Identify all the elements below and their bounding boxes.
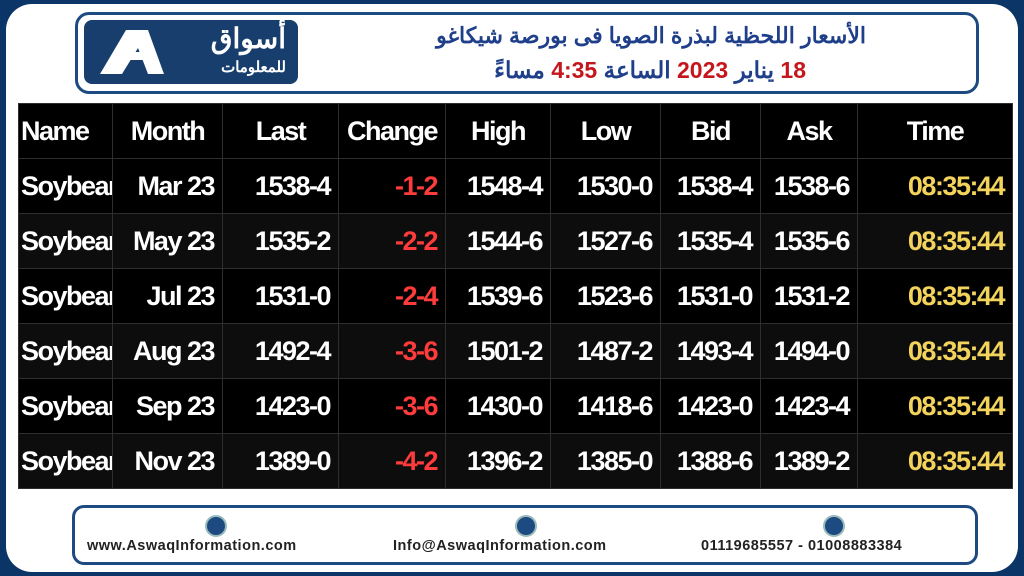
subtitle: 18 يناير 2023 الساعة 4:35 مساءً <box>494 57 806 84</box>
subtitle-part: يناير <box>734 57 775 83</box>
cell: 1389-0 <box>222 433 339 489</box>
table-row: SoybeanMar 231538-4-1-21548-41530-01538-… <box>18 158 1013 214</box>
logo-subtitle: للمعلومات <box>221 59 286 76</box>
logo-name: أسواق <box>210 23 286 54</box>
table-row: SoybeanAug 231492-4-3-61501-21487-21493-… <box>18 323 1013 379</box>
web-icon <box>205 515 227 537</box>
column-header: Last <box>222 103 339 159</box>
cell: 1385-0 <box>550 433 661 489</box>
cell: 08:35:44 <box>857 213 1013 269</box>
table-row: SoybeanJul 231531-0-2-41539-61523-61531-… <box>18 268 1013 324</box>
cell: 1544-6 <box>445 213 551 269</box>
cell: 1501-2 <box>445 323 551 379</box>
cell: Jul 23 <box>112 268 223 324</box>
cell: 1492-4 <box>222 323 339 379</box>
subtitle-part: 4:35 <box>551 57 598 83</box>
cell: 1430-0 <box>445 378 551 434</box>
cell: 1494-0 <box>760 323 858 379</box>
cell: Soybean <box>18 378 113 434</box>
cell: 1539-6 <box>445 268 551 324</box>
cell: 1538-4 <box>222 158 339 214</box>
subtitle-part: مساءً <box>494 57 545 83</box>
logo-icon <box>100 30 164 74</box>
cell: 08:35:44 <box>857 323 1013 379</box>
cell: 1535-4 <box>660 213 761 269</box>
cell: May 23 <box>112 213 223 269</box>
table-row: SoybeanNov 231389-0-4-21396-21385-01388-… <box>18 433 1013 489</box>
logo: أسواق للمعلومات <box>84 20 298 84</box>
subtitle-part: 2023 <box>677 57 729 83</box>
cell: 1530-0 <box>550 158 661 214</box>
cell: 08:35:44 <box>857 378 1013 434</box>
column-header: Change <box>338 103 446 159</box>
cell: Aug 23 <box>112 323 223 379</box>
cell: 1523-6 <box>550 268 661 324</box>
cell: 08:35:44 <box>857 158 1013 214</box>
cell: 1493-4 <box>660 323 761 379</box>
website: www.AswaqInformation.com <box>87 538 297 554</box>
price-table: Name Month Last Change High Low Bid Ask Time Soyb… <box>18 103 1013 489</box>
cell: 1535-2 <box>222 213 339 269</box>
cell: Soybean <box>18 213 113 269</box>
cell: Nov 23 <box>112 433 223 489</box>
column-header: Month <box>112 103 223 159</box>
cell: -4-2 <box>338 433 446 489</box>
cell: 1487-2 <box>550 323 661 379</box>
phone: 01119685557 - 01008883384 <box>701 538 903 554</box>
table-row: SoybeanMay 231535-2-2-21544-61527-61535-… <box>18 213 1013 269</box>
cell: 1531-0 <box>222 268 339 324</box>
cell: 08:35:44 <box>857 433 1013 489</box>
column-header: Low <box>550 103 661 159</box>
cell: 1389-2 <box>760 433 858 489</box>
cell: 1396-2 <box>445 433 551 489</box>
cell: Mar 23 <box>112 158 223 214</box>
table-row: SoybeanSep 231423-0-3-61430-01418-61423-… <box>18 378 1013 434</box>
title: الأسعار اللحظية لبذرة الصويا فى بورصة شي… <box>436 23 866 48</box>
header: أسواق للمعلومات الأسعار اللحظية لبذرة ال… <box>75 12 979 94</box>
cell: 1535-6 <box>760 213 858 269</box>
cell: Soybean <box>18 158 113 214</box>
phone-icon <box>823 515 845 537</box>
subtitle-part: الساعة <box>603 57 671 83</box>
cell: 08:35:44 <box>857 268 1013 324</box>
cell: 1418-6 <box>550 378 661 434</box>
cell: 1531-2 <box>760 268 858 324</box>
cell: -1-2 <box>338 158 446 214</box>
cell: 1388-6 <box>660 433 761 489</box>
subtitle-part: 18 <box>780 57 806 83</box>
cell: -3-6 <box>338 378 446 434</box>
cell: 1527-6 <box>550 213 661 269</box>
cell: -2-4 <box>338 268 446 324</box>
cell: -3-6 <box>338 323 446 379</box>
column-header: Bid <box>660 103 761 159</box>
cell: 1538-4 <box>660 158 761 214</box>
cell: Soybean <box>18 323 113 379</box>
cell: -2-2 <box>338 213 446 269</box>
email: Info@AswaqInformation.com <box>393 538 607 554</box>
column-header: High <box>445 103 551 159</box>
email-icon <box>515 515 537 537</box>
header-row: Name Month Last Change High Low Bid Ask Time <box>18 103 1013 159</box>
footer: www.AswaqInformation.com Info@AswaqInfor… <box>72 505 978 565</box>
cell: Sep 23 <box>112 378 223 434</box>
cell: 1423-4 <box>760 378 858 434</box>
cell: 1423-0 <box>222 378 339 434</box>
column-header: Time <box>857 103 1013 159</box>
cell: 1538-6 <box>760 158 858 214</box>
cell: 1531-0 <box>660 268 761 324</box>
cell: Soybean <box>18 433 113 489</box>
column-header: Ask <box>760 103 858 159</box>
column-header: Name <box>18 103 113 159</box>
cell: Soybean <box>18 268 113 324</box>
cell: 1548-4 <box>445 158 551 214</box>
cell: 1423-0 <box>660 378 761 434</box>
